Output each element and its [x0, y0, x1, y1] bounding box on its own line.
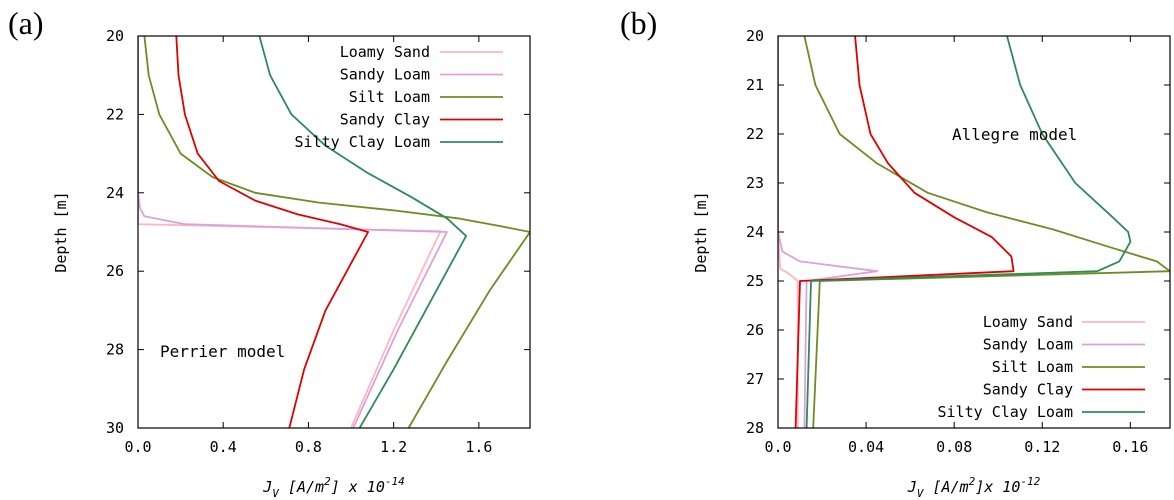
- y-tick-label: 21: [746, 76, 764, 94]
- legend: Loamy Sand Sandy Loam Silt Loam Sandy Clay S…: [295, 43, 503, 151]
- legend-label: Loamy Sand: [340, 43, 430, 61]
- x-axis-title-prefix: J: [262, 478, 272, 496]
- y-tick-label: 26: [746, 321, 764, 339]
- x-tick-label: 1.6: [465, 438, 492, 456]
- y-tick-label: 28: [746, 419, 764, 437]
- series-group: [138, 36, 530, 428]
- x-axis-title-sub: V: [917, 487, 925, 500]
- x-tick-label: 0.4: [210, 438, 237, 456]
- legend-label: Silt Loam: [992, 358, 1073, 376]
- legend-label: Loamy Sand: [983, 313, 1073, 331]
- series-group: [778, 36, 1170, 428]
- y-tick-label: 20: [746, 27, 764, 45]
- y-tick-label: 25: [746, 272, 764, 290]
- x-tick-label: 0.0: [764, 438, 791, 456]
- x-axis-title: JV [A/m2] x 10-14: [262, 475, 405, 500]
- x-tick-label: 0.08: [936, 438, 972, 456]
- y-tick-label: 23: [746, 174, 764, 192]
- x-axis-title-sup1: 2: [324, 475, 331, 488]
- panel-b: (b) 0.0 0.04 0.08 0.12 0.16 20 21 22 23 24 25 26 27 28…: [620, 5, 1171, 500]
- y-axis-title: Depth [m]: [692, 191, 710, 272]
- series-line-loamy-sand: [138, 36, 442, 428]
- legend-label: Sandy Loam: [340, 66, 430, 84]
- x-axis-title-mid: [A/m: [279, 478, 324, 496]
- series-line-silty-clay-loam: [258, 36, 468, 428]
- y-axis-title: Depth [m]: [52, 191, 70, 272]
- x-axis-title-sup1: 2: [969, 475, 976, 488]
- x-axis-title: JV [A/m2]x 10-12: [907, 475, 1041, 500]
- model-annotation: Allegre model: [952, 125, 1077, 144]
- legend-label: Silty Clay Loam: [295, 133, 430, 151]
- plot-frame: [777, 35, 1171, 429]
- legend-label: Sandy Clay: [340, 111, 430, 129]
- x-tick-label: 0.0: [124, 438, 151, 456]
- y-tick-label: 22: [106, 105, 124, 123]
- legend-label: Silty Clay Loam: [938, 403, 1073, 421]
- x-axis-title-mid: [A/m: [923, 478, 968, 496]
- series-line-sandy-clay: [175, 36, 370, 428]
- series-line-loamy-sand: [778, 36, 799, 428]
- x-axis-title-sup2: -14: [385, 475, 405, 488]
- legend-label: Sandy Clay: [983, 381, 1073, 399]
- x-axis-title-prefix: J: [907, 478, 917, 496]
- y-tick-label: 30: [106, 419, 124, 437]
- y-tick-label: 27: [746, 370, 764, 388]
- series-line-silt-loam: [803, 36, 1170, 428]
- x-axis-title-suffix: ]x 10: [975, 478, 1020, 496]
- legend-label: Sandy Loam: [983, 336, 1073, 354]
- model-annotation: Perrier model: [160, 342, 285, 361]
- panel-label: (b): [620, 5, 657, 41]
- x-tick-label: 0.12: [1024, 438, 1060, 456]
- panel-label: (a): [8, 5, 44, 41]
- x-tick-label: 0.16: [1112, 438, 1148, 456]
- y-tick-label: 26: [106, 262, 124, 280]
- x-tick-label: 1.2: [380, 438, 407, 456]
- y-tick-label: 20: [106, 27, 124, 45]
- x-tick-label: 0.04: [848, 438, 884, 456]
- series-line-sandy-loam: [138, 36, 448, 428]
- plot-frame: [137, 35, 531, 429]
- x-axis-title-sub: V: [272, 487, 280, 500]
- legend-label: Silt Loam: [349, 88, 430, 106]
- y-tick-label: 22: [746, 125, 764, 143]
- series-line-sandy-clay: [794, 36, 1015, 428]
- series-line-silt-loam: [143, 36, 530, 428]
- y-tick-label: 24: [106, 184, 124, 202]
- x-tick-label: 0.8: [295, 438, 322, 456]
- y-tick-label: 24: [746, 223, 764, 241]
- y-tick-label: 28: [106, 341, 124, 359]
- panel-a: (a) 0.0 0.4 0.8 1.2 1.6 20 22 24 26 28 30 Depth [m] J…: [8, 5, 531, 500]
- x-axis-title-suffix: ] x 10: [331, 478, 385, 496]
- legend: Loamy Sand Sandy Loam Silt Loam Sandy Clay S…: [938, 313, 1145, 421]
- series-line-silty-clay-loam: [805, 36, 1132, 428]
- x-axis-title-sup2: -12: [1020, 475, 1040, 488]
